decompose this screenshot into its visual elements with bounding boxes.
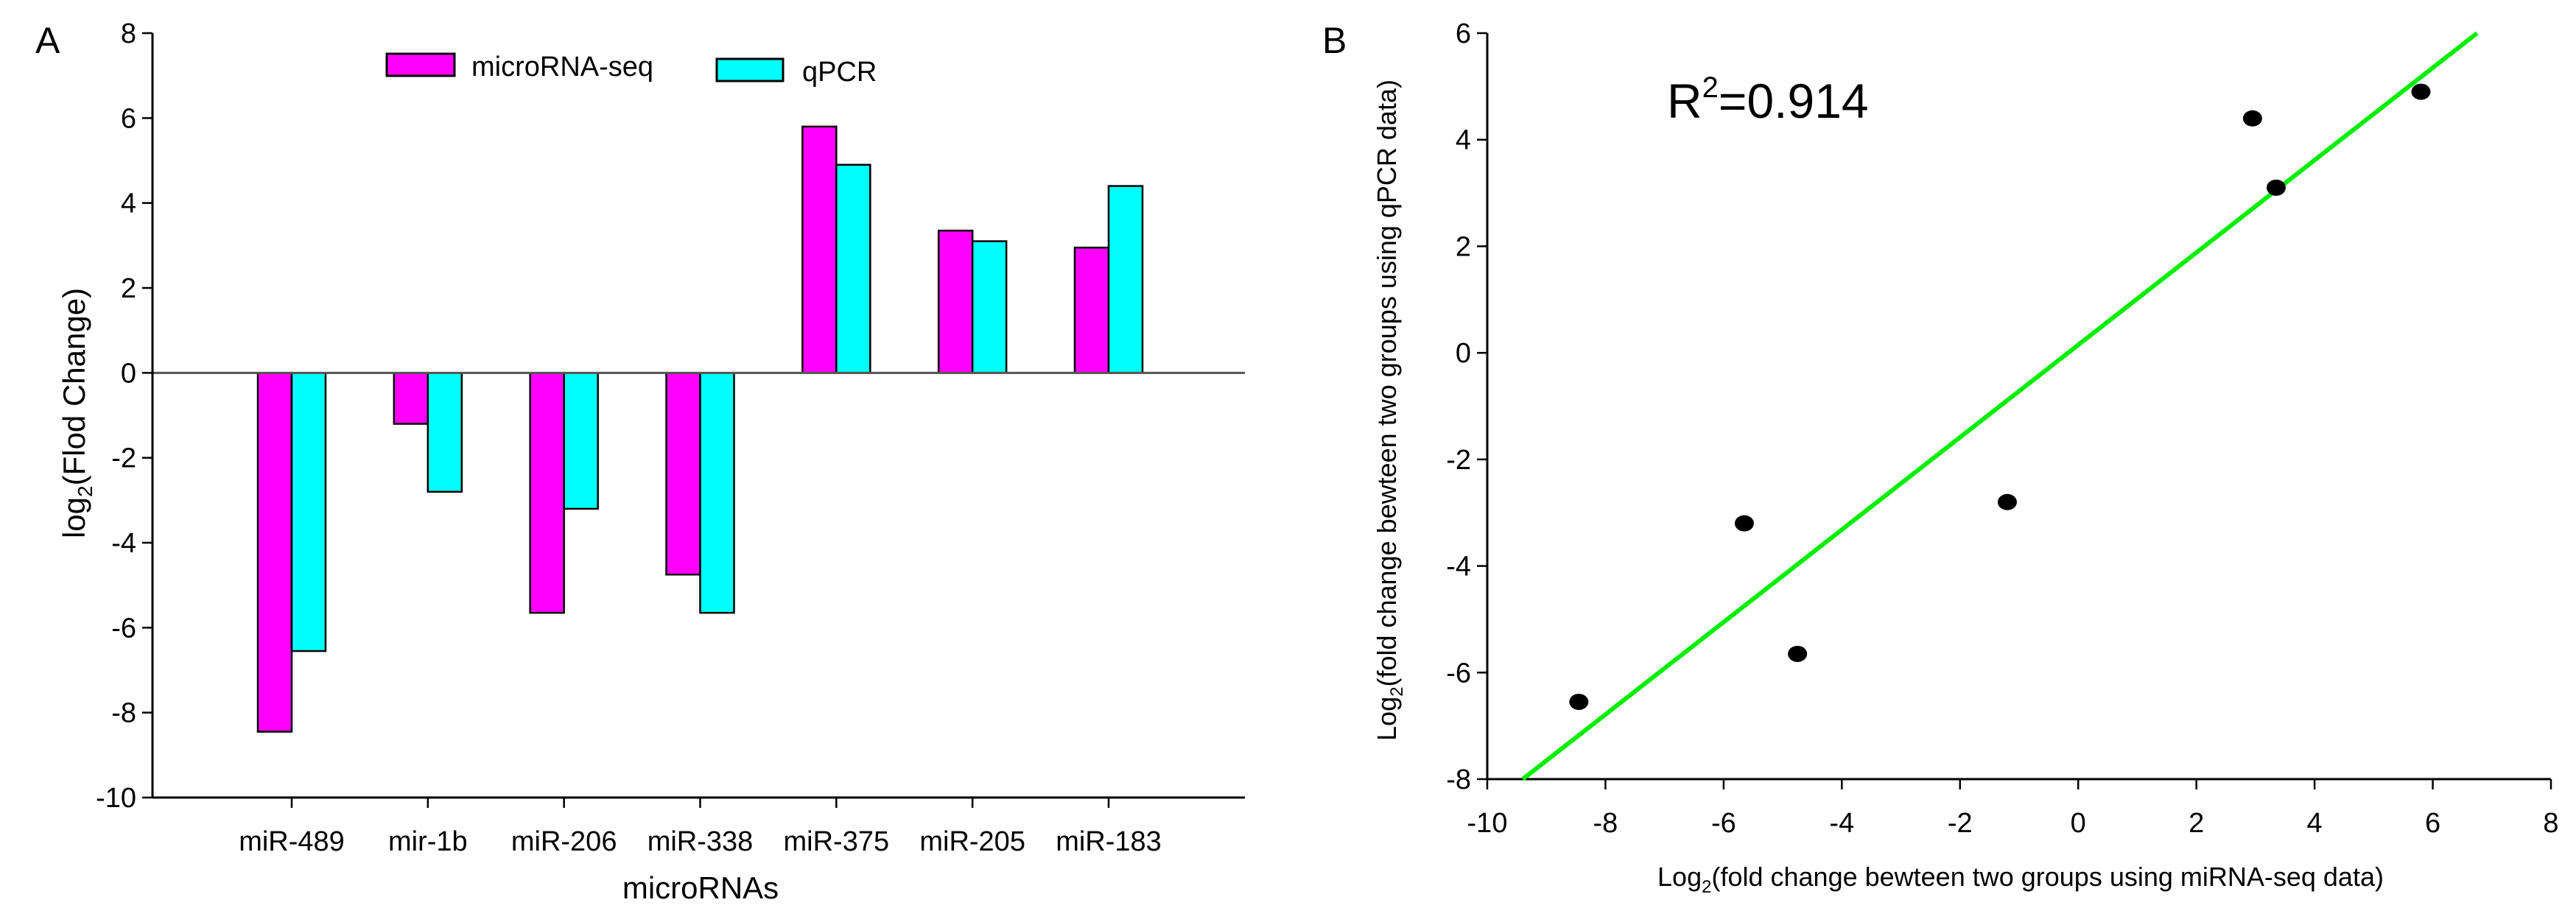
y-tick-label: -8 — [1446, 764, 1471, 795]
y-tick-label: -6 — [111, 613, 136, 644]
legend-label-qpcr: qPCR — [802, 57, 877, 88]
y-axis-title: log2(Flod Change) — [57, 288, 96, 538]
y-tick-label: -8 — [111, 698, 136, 729]
legend-label-microrna-seq: microRNA-seq — [471, 52, 653, 82]
y-tick-label: -2 — [111, 443, 136, 474]
x-tick-label: -10 — [1467, 808, 1508, 839]
bar-microrna-seq-mir-489 — [256, 372, 293, 733]
x-tick-label: miR-375 — [784, 826, 890, 857]
bar-microrna-seq-mir-338 — [665, 372, 701, 576]
x-tick-label: -6 — [1711, 808, 1736, 839]
bar-qpcr-mir-1b — [427, 372, 463, 493]
x-axis-title: microRNAs — [622, 870, 779, 905]
bar-qpcr-mir-338 — [699, 372, 735, 614]
bar-microrna-seq-mir-1b — [393, 372, 429, 425]
y-tick-label: -4 — [1446, 552, 1471, 583]
data-point — [1997, 493, 2017, 510]
x-tick-label: miR-206 — [511, 826, 617, 857]
y-tick-label: 4 — [1456, 125, 1471, 156]
data-point — [1788, 645, 1808, 662]
data-point — [1569, 694, 1589, 711]
bar-microrna-seq-mir-205 — [937, 229, 974, 374]
bar-microrna-seq-mir-183 — [1073, 246, 1110, 374]
y-tick-label: -6 — [1446, 658, 1471, 689]
x-tick-label: 4 — [2307, 808, 2323, 839]
y-tick-label: 4 — [121, 189, 136, 219]
data-point — [2266, 179, 2286, 196]
x-tick-label: -2 — [1948, 808, 1973, 839]
bars — [256, 125, 1144, 733]
legend-swatch-microrna-seq — [385, 52, 456, 77]
x-tick-label: miR-489 — [239, 826, 345, 857]
y-tick-label: -4 — [111, 528, 136, 559]
data-point — [2242, 110, 2262, 127]
x-tick-label: 0 — [2071, 808, 2086, 839]
panel-a-bar-chart: A miR-489 mir-1b miR-206 miR-338 miR-375 miR-… — [35, 18, 1245, 905]
x-tick-label: -4 — [1829, 808, 1854, 839]
legend: microRNA-seq qPCR — [385, 52, 877, 88]
x-tick-label: miR-183 — [1056, 826, 1162, 857]
bar-microrna-seq-mir-375 — [801, 125, 838, 374]
bar-microrna-seq-mir-206 — [529, 372, 565, 614]
y-tick-label: 2 — [121, 273, 136, 304]
x-tick-label: 8 — [2543, 808, 2558, 839]
x-tick-label: miR-205 — [919, 826, 1025, 857]
bar-qpcr-mir-205 — [971, 240, 1008, 374]
points — [1569, 83, 2431, 711]
x-tick-label: mir-1b — [388, 826, 468, 857]
legend-swatch-qpcr — [715, 57, 785, 82]
regression-line — [1521, 31, 2479, 781]
y-tick-label: -2 — [1446, 445, 1471, 476]
y-tick-label: 6 — [1456, 18, 1471, 49]
panel-a-label: A — [35, 20, 60, 61]
x-tick-label: -8 — [1593, 808, 1618, 839]
y-tick-label: 0 — [121, 358, 136, 389]
axes: -10 -8 -6 -4 -2 0 2 4 6 8 -8 -6 -4 -2 0 2 4 6 — [1446, 18, 2558, 839]
y-tick-label: -10 — [96, 783, 136, 814]
bar-qpcr-mir-183 — [1107, 185, 1144, 374]
panel-b-label: B — [1322, 20, 1347, 61]
x-tick-label: miR-338 — [647, 826, 754, 857]
bar-qpcr-mir-206 — [563, 372, 599, 510]
y-tick-label: 0 — [1456, 338, 1471, 369]
data-point — [1734, 515, 1754, 532]
y-tick-label: 6 — [121, 103, 136, 134]
bar-qpcr-mir-375 — [835, 163, 871, 374]
y-axis-title: Log2(fold change bewteen two groups usin… — [1372, 80, 1407, 741]
r-squared-annotation: R2=0.914 — [1667, 71, 1869, 128]
bar-qpcr-mir-489 — [290, 372, 327, 652]
x-tick-label: 2 — [2189, 808, 2204, 839]
axes: miR-489 mir-1b miR-206 miR-338 miR-375 miR-20… — [96, 18, 1245, 857]
data-point — [2411, 83, 2431, 100]
y-tick-label: 8 — [121, 18, 136, 49]
x-axis-title: Log2(fold change bewteen two groups usin… — [1657, 862, 2384, 897]
y-tick-label: 2 — [1456, 231, 1471, 262]
x-tick-label: 6 — [2425, 808, 2440, 839]
